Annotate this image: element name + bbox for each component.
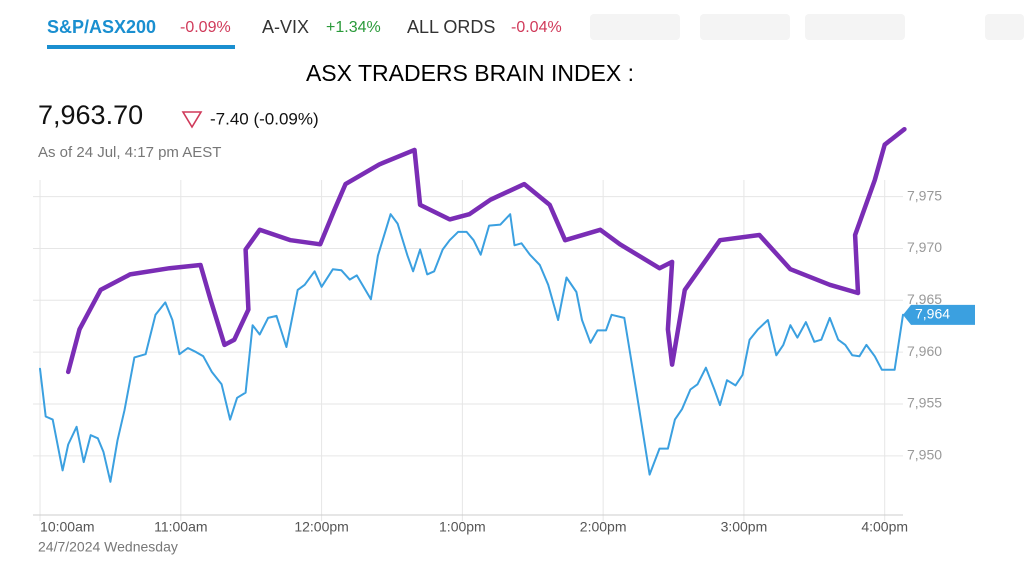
date-label: 24/7/2024 Wednesday <box>38 539 178 555</box>
price-tag: 7,964 <box>915 306 950 322</box>
drawn-line <box>65 126 907 375</box>
y-tick-label: 7,950 <box>907 447 942 463</box>
y-tick-label: 7,960 <box>907 343 942 359</box>
as-of: As of 24 Jul, 4:17 pm AEST <box>38 144 221 161</box>
annotation: ASX TRADERS BRAIN INDEX : <box>306 60 634 86</box>
tab-change: -0.09% <box>180 19 231 36</box>
price: 7,963.70 <box>38 100 143 130</box>
tab-change: +1.34% <box>326 19 381 36</box>
tab-name[interactable]: ALL ORDS <box>407 17 495 37</box>
x-tick-label: 11:00am <box>154 519 207 535</box>
plot-background <box>33 180 903 515</box>
y-tick-label: 7,965 <box>907 291 942 307</box>
price-tag-bg <box>903 304 975 325</box>
faded-tab <box>805 14 905 40</box>
plot: 7,950 7,955 7,960 7,965 7,970 7,975 10:00am 11:… <box>33 126 975 535</box>
x-tick-label: 3:00pm <box>721 519 768 535</box>
x-tick-label: 4:00pm <box>861 519 908 535</box>
faded-tab <box>985 14 1024 40</box>
faded-tab <box>700 14 790 40</box>
price-change: -7.40 (-0.09%) <box>210 109 319 128</box>
x-tick-label: 1:00pm <box>439 519 486 535</box>
tab-underline <box>47 45 235 49</box>
y-tick-label: 7,970 <box>907 239 942 255</box>
x-tick-label: 2:00pm <box>580 519 627 535</box>
tab-name[interactable]: S&P/ASX200 <box>47 17 156 37</box>
price-line <box>39 213 904 483</box>
x-tick-label: 10:00am <box>40 519 94 535</box>
y-tick-label: 7,955 <box>907 395 942 411</box>
down-triangle <box>181 111 203 129</box>
y-tick-label: 7,975 <box>907 187 942 203</box>
faded-tab <box>590 14 680 40</box>
tab-name[interactable]: A-VIX <box>262 17 309 37</box>
tab-change: -0.04% <box>511 19 562 36</box>
x-tick-label: 12:00pm <box>294 519 348 535</box>
